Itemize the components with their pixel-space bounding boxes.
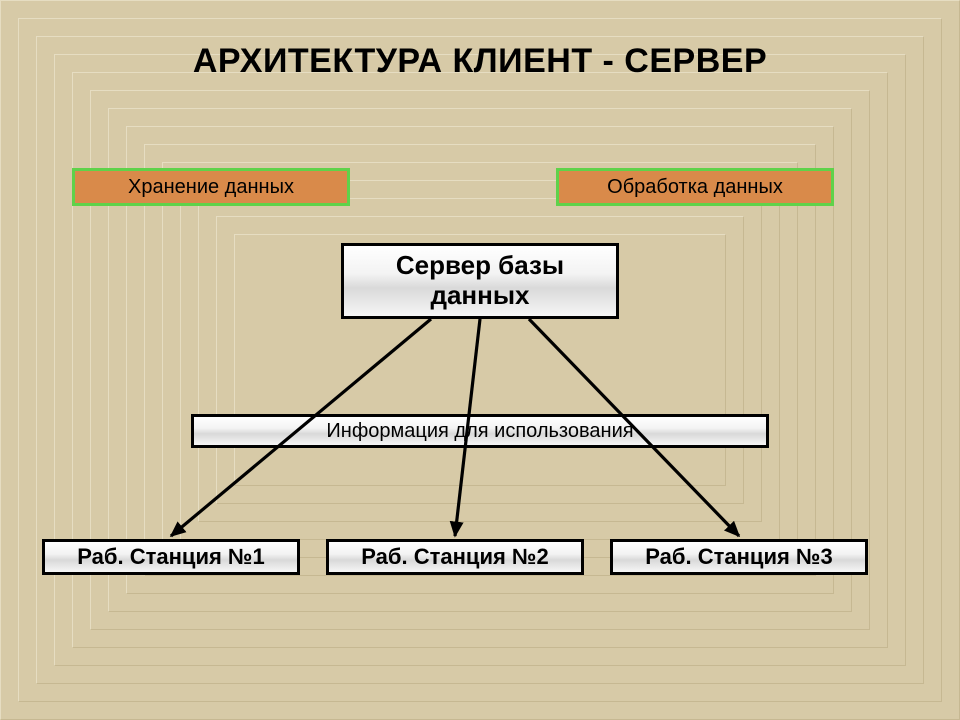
node-info: Информация для использования — [191, 414, 769, 448]
tag-storage: Хранение данных — [72, 168, 350, 206]
node-ws2-label: Раб. Станция №2 — [361, 544, 548, 569]
tag-processing: Обработка данных — [556, 168, 834, 206]
tag-storage-label: Хранение данных — [128, 176, 294, 199]
node-ws1: Раб. Станция №1 — [42, 539, 300, 575]
node-server: Сервер базыданных — [341, 243, 619, 319]
page-title: АРХИТЕКТУРА КЛИЕНТ - СЕРВЕР — [0, 42, 960, 81]
diagram-stage: АРХИТЕКТУРА КЛИЕНТ - СЕРВЕР Хранение дан… — [0, 0, 960, 720]
node-server-label: Сервер базыданных — [396, 251, 564, 311]
node-ws3: Раб. Станция №3 — [610, 539, 868, 575]
tag-processing-label: Обработка данных — [607, 176, 783, 199]
node-ws3-label: Раб. Станция №3 — [645, 544, 832, 569]
node-ws1-label: Раб. Станция №1 — [77, 544, 264, 569]
arrows-layer — [0, 0, 960, 720]
node-info-label: Информация для использования — [326, 420, 633, 443]
node-ws2: Раб. Станция №2 — [326, 539, 584, 575]
